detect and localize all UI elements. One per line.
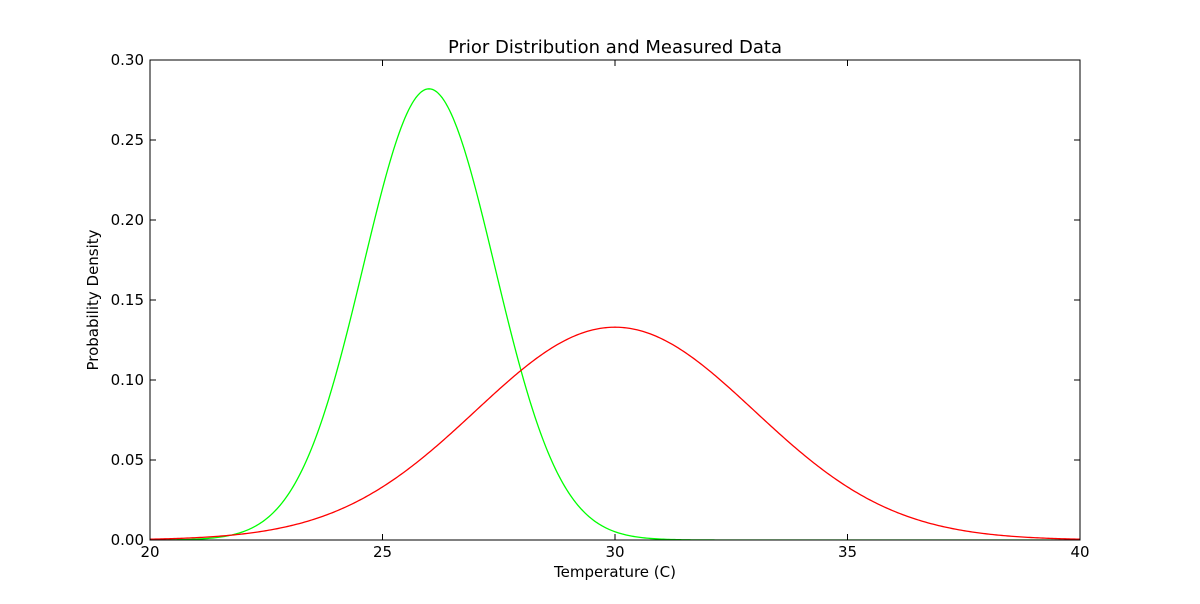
y-tick-label: 0.25 xyxy=(111,131,144,149)
y-tick-label: 0.10 xyxy=(111,371,144,389)
chart-title: Prior Distribution and Measured Data xyxy=(448,37,782,58)
x-tick-label: 35 xyxy=(838,543,857,561)
x-tick-label: 25 xyxy=(373,543,392,561)
x-tick-label: 40 xyxy=(1070,543,1089,561)
y-tick-label: 0.00 xyxy=(111,531,144,549)
y-tick-label: 0.20 xyxy=(111,211,144,229)
y-tick-label: 0.05 xyxy=(111,451,144,469)
x-tick-label: 20 xyxy=(140,543,159,561)
series-line-1 xyxy=(150,88,1080,540)
y-tick-label: 0.30 xyxy=(111,51,144,69)
y-axis-label: Probability Density xyxy=(84,229,102,370)
series-group xyxy=(150,88,1080,540)
y-tick-label: 0.15 xyxy=(111,291,144,309)
series-line-2 xyxy=(150,326,1080,540)
plot-frame xyxy=(149,59,1081,541)
x-tick-label: 30 xyxy=(605,543,624,561)
x-axis-label: Temperature (C) xyxy=(553,563,676,581)
plot-area: 20 25 30 35 40 0.00 0.05 0.10 0.15 0.20 0.25 0.30 xyxy=(111,51,1090,561)
